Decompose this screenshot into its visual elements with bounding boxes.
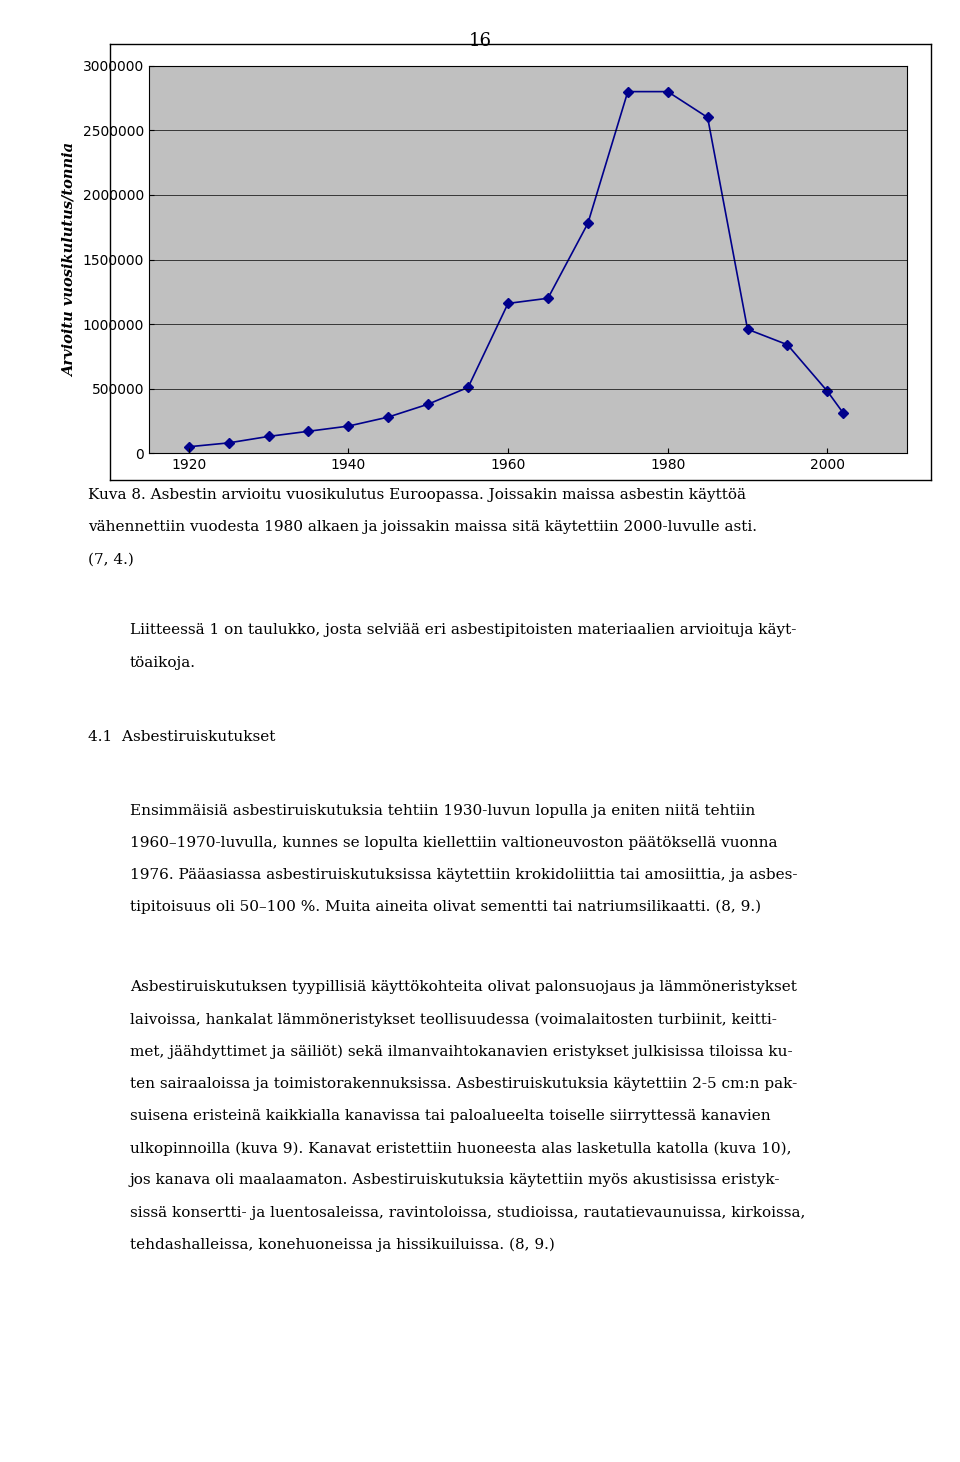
Text: (7, 4.): (7, 4.) <box>88 553 134 567</box>
Text: Kuva 8. Asbestin arvioitu vuosikulutus Euroopassa. Joissakin maissa asbestin käy: Kuva 8. Asbestin arvioitu vuosikulutus E… <box>88 488 746 503</box>
Text: tipitoisuus oli 50–100 %. Muita aineita olivat sementti tai natriumsilikaatti. (: tipitoisuus oli 50–100 %. Muita aineita … <box>130 901 760 914</box>
Text: 4.1  Asbestiruiskutukset: 4.1 Asbestiruiskutukset <box>88 730 276 744</box>
Text: vähennettiin vuodesta 1980 alkaen ja joissakin maissa sitä käytettiin 2000-luvul: vähennettiin vuodesta 1980 alkaen ja joi… <box>88 520 757 535</box>
Text: 1976. Pääasiassa asbestiruiskutuksissa käytettiin krokidoliittia tai amosiittia,: 1976. Pääasiassa asbestiruiskutuksissa k… <box>130 868 797 882</box>
Text: 16: 16 <box>468 32 492 50</box>
Text: sissä konsertti- ja luentosaleissa, ravintoloissa, studioissa, rautatievaunuissa: sissä konsertti- ja luentosaleissa, ravi… <box>130 1206 805 1219</box>
Text: jos kanava oli maalaamaton. Asbestiruiskutuksia käytettiin myös akustisissa eris: jos kanava oli maalaamaton. Asbestiruisk… <box>130 1174 780 1187</box>
Text: Ensimmäisiä asbestiruiskutuksia tehtiin 1930-luvun lopulla ja eniten niitä tehti: Ensimmäisiä asbestiruiskutuksia tehtiin … <box>130 804 755 817</box>
Text: suisena eristeinä kaikkialla kanavissa tai paloalueelta toiselle siirryttessä ka: suisena eristeinä kaikkialla kanavissa t… <box>130 1110 770 1123</box>
Text: met, jäähdyttimet ja säiliöt) sekä ilmanvaihtokanavien eristykset julkisissa til: met, jäähdyttimet ja säiliöt) sekä ilman… <box>130 1045 792 1058</box>
Text: tehdashalleissa, konehuoneissa ja hissikuiluissa. (8, 9.): tehdashalleissa, konehuoneissa ja hissik… <box>130 1238 555 1251</box>
Y-axis label: Arvioitu vuosikulutus/tonnia: Arvioitu vuosikulutus/tonnia <box>63 142 77 377</box>
Text: ulkopinnoilla (kuva 9). Kanavat eristettiin huoneesta alas lasketulla katolla (k: ulkopinnoilla (kuva 9). Kanavat eristett… <box>130 1142 791 1155</box>
Text: töaikoja.: töaikoja. <box>130 655 196 670</box>
Text: laivoissa, hankalat lämmöneristykset teollisuudessa (voimalaitosten turbiinit, k: laivoissa, hankalat lämmöneristykset teo… <box>130 1013 777 1026</box>
Text: ten sairaaloissa ja toimistorakennuksissa. Asbestiruiskutuksia käytettiin 2-5 cm: ten sairaaloissa ja toimistorakennuksiss… <box>130 1077 797 1091</box>
Text: Liitteessä 1 on taulukko, josta selviää eri asbestipitoisten materiaalien arvioi: Liitteessä 1 on taulukko, josta selviää … <box>130 623 796 637</box>
Text: 1960–1970-luvulla, kunnes se lopulta kiellettiin valtioneuvoston päätöksellä vuo: 1960–1970-luvulla, kunnes se lopulta kie… <box>130 836 777 849</box>
Text: Asbestiruiskutuksen tyypillisiä käyttökohteita olivat palonsuojaus ja lämmöneris: Asbestiruiskutuksen tyypillisiä käyttöko… <box>130 981 797 994</box>
